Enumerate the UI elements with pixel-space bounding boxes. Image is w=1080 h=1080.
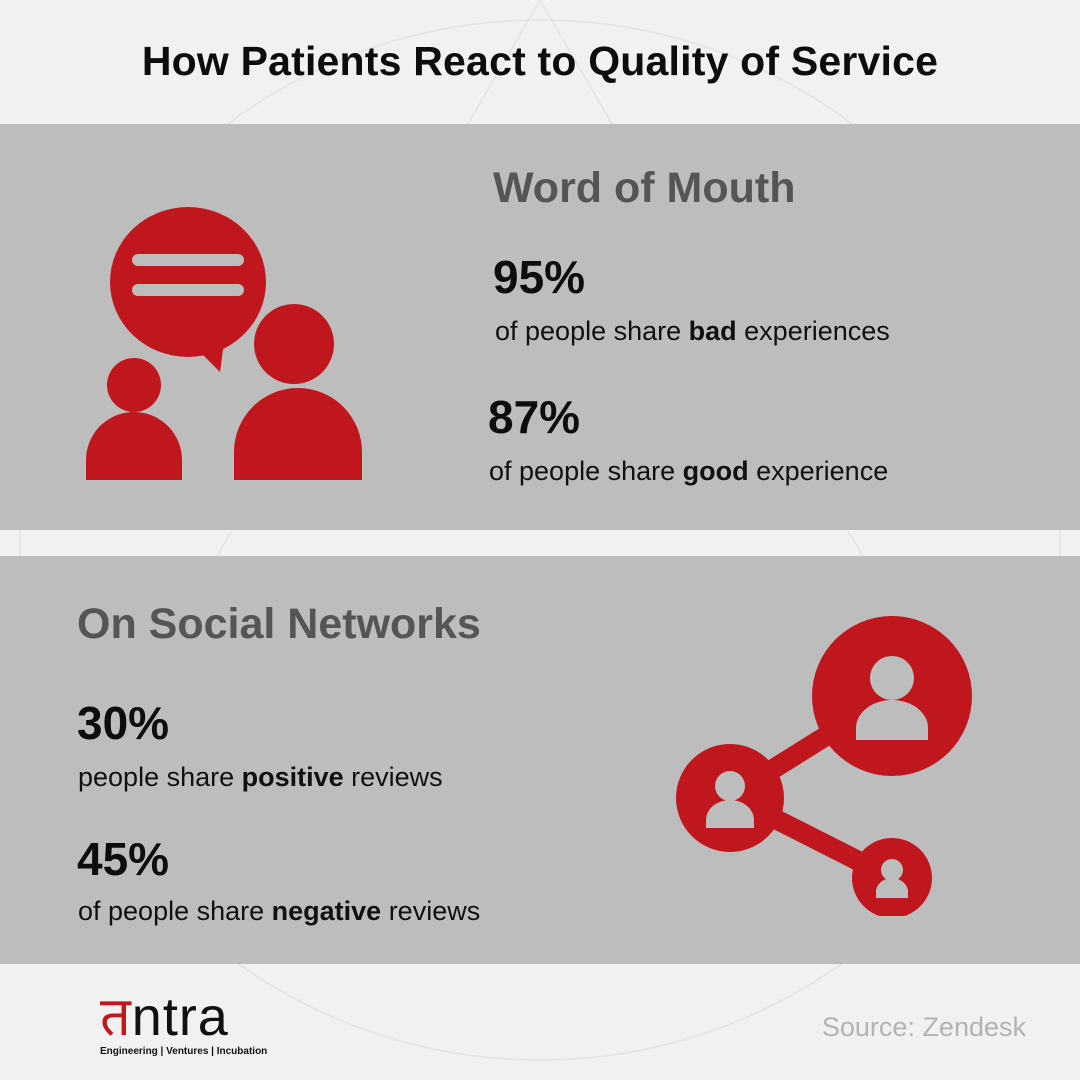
stat-caption: people share positive reviews: [78, 762, 443, 792]
stat-emphasis: bad: [688, 316, 737, 346]
page-title: How Patients React to Quality of Service: [141, 38, 939, 84]
logo-tagline: Engineering | Ventures | Incubation: [100, 1046, 268, 1057]
stat-caption: of people share negative reviews: [78, 896, 481, 926]
source-credit: Source: Zendesk: [821, 1012, 1026, 1042]
stat-value: 30%: [77, 697, 170, 749]
conversation-people-icon: [80, 202, 370, 492]
stat-emphasis: good: [682, 456, 749, 486]
social-networks-panel: On Social Networks 30% people share posi…: [0, 556, 1080, 964]
stat-value: 95%: [493, 251, 586, 303]
stat-emphasis: positive: [241, 762, 344, 792]
social-networks-heading: On Social Networks: [77, 600, 481, 648]
logo-wordmark: तntra: [100, 987, 229, 1047]
stat-caption: of people share bad experiences: [495, 316, 890, 346]
social-network-share-icon: [670, 616, 980, 918]
word-of-mouth-heading: Word of Mouth: [493, 164, 796, 212]
word-of-mouth-panel: Word of Mouth 95% of people share bad ex…: [0, 124, 1080, 530]
stat-value: 87%: [488, 391, 581, 443]
stat-value: 45%: [77, 833, 170, 885]
stat-caption: of people share good experience: [489, 456, 889, 486]
stat-emphasis: negative: [271, 896, 382, 926]
tantra-logo: तntra Engineering | Ventures | Incubatio…: [100, 990, 310, 1060]
